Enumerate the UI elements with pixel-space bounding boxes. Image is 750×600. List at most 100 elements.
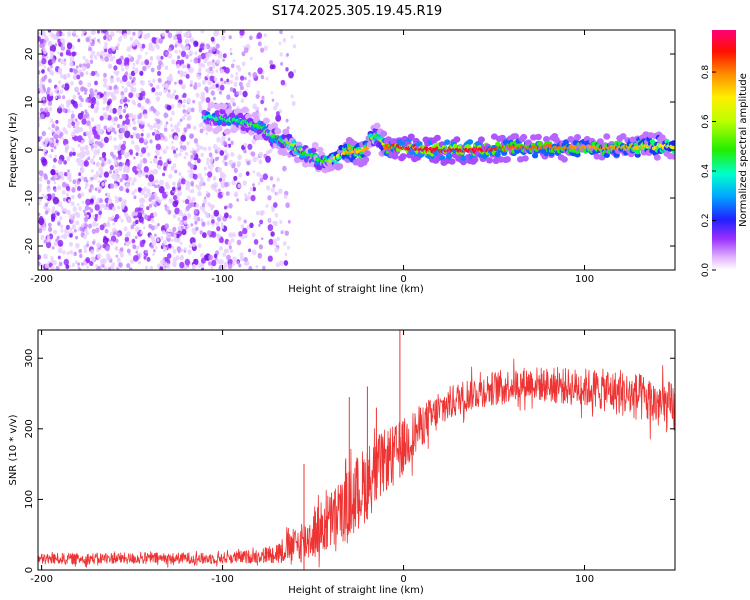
noise-blob: [153, 211, 158, 218]
noise-blob: [120, 99, 124, 104]
noise-blob: [258, 244, 263, 250]
noise-blob: [187, 169, 190, 173]
noise-blob: [107, 198, 113, 204]
noise-blob: [227, 263, 233, 270]
noise-blob: [243, 142, 247, 148]
noise-blob: [213, 187, 217, 192]
noise-blob: [192, 125, 197, 131]
noise-blob: [183, 127, 188, 133]
noise-blob: [173, 135, 179, 142]
noise-blob: [172, 257, 177, 263]
noise-blob: [213, 253, 218, 259]
noise-blob: [179, 221, 183, 226]
noise-blob: [171, 245, 175, 250]
noise-blob: [177, 121, 181, 127]
noise-blob: [116, 175, 120, 181]
noise-blob: [278, 41, 282, 46]
noise-blob: [137, 172, 142, 178]
noise-blob: [199, 128, 204, 134]
noise-blob: [219, 246, 223, 251]
noise-blob: [71, 187, 76, 193]
noise-blob: [175, 147, 179, 151]
noise-blob: [125, 118, 130, 125]
x-tick-label: -100: [211, 274, 234, 285]
noise-blob: [163, 240, 167, 245]
noise-blob: [155, 91, 159, 97]
noise-blob: [69, 61, 74, 67]
noise-blob: [180, 178, 186, 185]
noise-blob: [69, 68, 73, 73]
noise-blob: [193, 258, 199, 266]
noise-blob: [90, 144, 94, 149]
noise-blob: [168, 47, 172, 52]
noise-blob: [182, 199, 186, 203]
noise-blob: [81, 262, 84, 266]
noise-blob: [188, 50, 194, 56]
noise-blob: [278, 188, 283, 195]
noise-blob: [205, 213, 210, 219]
noise-blob: [52, 165, 56, 169]
noise-blob: [65, 100, 70, 105]
noise-blob: [158, 186, 165, 194]
noise-blob: [239, 30, 245, 36]
noise-blob: [93, 133, 99, 139]
noise-blob: [250, 151, 256, 157]
noise-blob: [64, 172, 68, 177]
noise-blob: [148, 79, 151, 84]
noise-blob: [208, 87, 212, 91]
spectrogram-x-axis: -200 -100 0 100: [30, 30, 594, 285]
noise-blob: [77, 157, 82, 164]
noise-blob: [68, 213, 74, 220]
noise-blob: [155, 143, 161, 151]
noise-blob: [105, 203, 109, 208]
noise-blob: [208, 49, 212, 54]
noise-blob: [195, 203, 200, 208]
noise-blob: [264, 107, 267, 112]
noise-blob: [118, 134, 124, 140]
noise-blob: [223, 155, 228, 161]
noise-blob: [238, 263, 242, 268]
noise-blob: [148, 203, 153, 208]
noise-blob: [75, 235, 79, 240]
noise-blob: [111, 215, 115, 220]
ridge-blob: [310, 147, 317, 153]
noise-blob: [38, 61, 42, 67]
noise-blob: [41, 69, 45, 74]
noise-blob: [135, 133, 141, 139]
noise-blob: [164, 257, 169, 262]
noise-blob: [62, 250, 66, 255]
noise-blob: [141, 147, 147, 154]
noise-blob: [38, 202, 41, 206]
ridge-blob: [282, 128, 290, 135]
noise-blob: [189, 37, 195, 43]
noise-blob: [85, 231, 89, 236]
noise-blob: [75, 86, 79, 92]
noise-blob: [116, 42, 120, 47]
noise-blob: [109, 78, 114, 84]
noise-blob: [184, 64, 187, 69]
noise-blob: [126, 231, 131, 238]
noise-blob: [132, 31, 136, 36]
noise-blob: [156, 84, 160, 90]
noise-blob: [96, 51, 101, 57]
noise-blob: [130, 70, 136, 77]
noise-blob: [140, 87, 144, 92]
noise-blob: [53, 188, 57, 193]
noise-blob: [197, 191, 202, 197]
noise-blob: [70, 201, 75, 207]
noise-blob: [222, 252, 227, 258]
x-tick-label: 100: [575, 274, 594, 285]
noise-blob: [122, 108, 127, 114]
noise-blob: [62, 107, 67, 113]
noise-blob: [121, 85, 124, 89]
noise-blob: [200, 152, 204, 158]
noise-blob: [153, 168, 158, 175]
noise-blob: [226, 94, 231, 100]
noise-blob: [240, 98, 245, 103]
noise-blob: [169, 134, 173, 139]
noise-blob: [170, 104, 175, 109]
noise-blob: [181, 45, 187, 52]
noise-blob: [81, 223, 85, 228]
noise-blob: [207, 164, 212, 169]
noise-blob: [42, 97, 45, 101]
